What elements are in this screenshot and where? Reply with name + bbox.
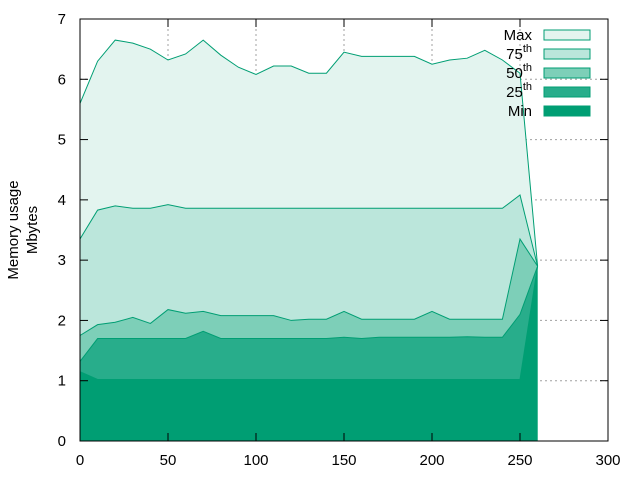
legend-50-label: 50th	[506, 62, 532, 82]
x-tick-label: 250	[507, 452, 532, 469]
legend-75-swatch	[543, 48, 591, 60]
legend-75-label: 75th	[506, 43, 532, 63]
legend-max-label: Max	[504, 27, 533, 44]
y-tick-label: 3	[58, 252, 66, 269]
x-tick-label: 200	[419, 452, 444, 469]
area-25-line	[79, 265, 539, 362]
x-tick-label: 100	[243, 452, 268, 469]
legend-min-swatch	[543, 105, 591, 117]
y-tick-label: 6	[58, 71, 66, 88]
y-tick-label: 4	[58, 192, 66, 209]
y-tick-label: 1	[58, 373, 66, 390]
y-tick-label: 0	[58, 433, 66, 450]
area-75-line	[79, 194, 539, 267]
axis-ticks	[79, 18, 609, 442]
area-min-line	[79, 266, 539, 381]
y-tick-label: 7	[58, 11, 66, 28]
x-tick-label: 50	[160, 452, 177, 469]
legend-50-swatch	[543, 67, 591, 79]
y-tick-label: 2	[58, 312, 66, 329]
y-tick-label: 5	[58, 132, 66, 149]
y-axis-label-line1: Memory usage	[5, 180, 22, 279]
area-50-line	[79, 237, 539, 336]
legend-25-swatch	[543, 86, 591, 98]
x-tick-label: 0	[76, 452, 84, 469]
y-axis-label-line2: Mbytes	[24, 206, 41, 254]
legend-min-label: Min	[508, 103, 532, 120]
area-max-line	[79, 39, 539, 267]
area-series	[79, 39, 539, 441]
area-min	[80, 266, 538, 441]
x-tick-label: 300	[595, 452, 620, 469]
x-tick-label: 150	[331, 452, 356, 469]
legend-25-label: 25th	[506, 81, 532, 101]
legend-max-swatch	[543, 29, 591, 41]
tick-labels: 0 50 100 150 200 250 300 0 1 2 3 4 5 6 7	[58, 11, 621, 469]
